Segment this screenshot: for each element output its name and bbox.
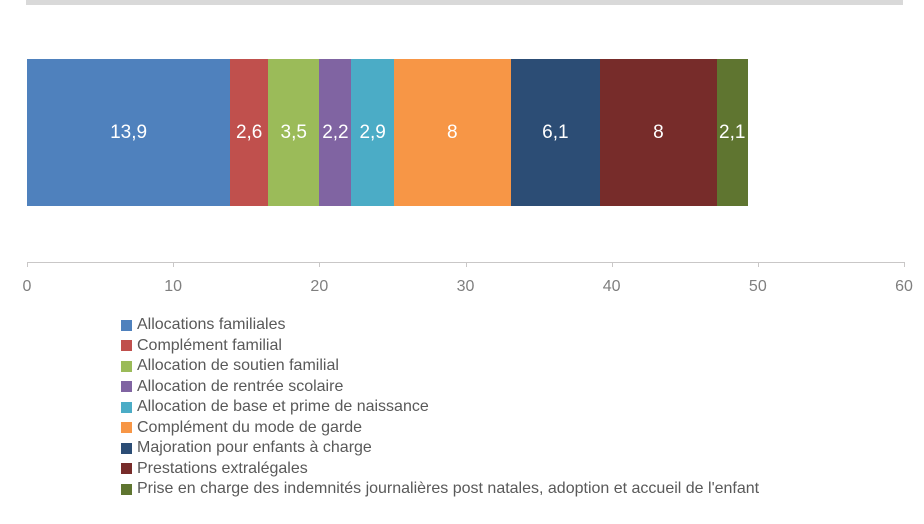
legend-label: Allocation de soutien familial	[137, 357, 339, 374]
x-axis-tick-label: 20	[310, 278, 329, 295]
x-axis-tick	[757, 262, 759, 267]
legend-swatch-icon	[121, 463, 132, 475]
legend-item: Majoration pour enfants à charge	[121, 438, 759, 459]
legend-swatch-icon	[121, 360, 132, 372]
legend: Allocations familiales Complément familia…	[121, 315, 759, 500]
bar-segment: 2,1	[716, 59, 748, 206]
x-axis-tick-label: 10	[164, 278, 183, 295]
legend-item: Allocation de soutien familial	[121, 356, 759, 377]
legend-swatch-icon	[121, 401, 132, 413]
legend-label: Allocations familiales	[137, 316, 286, 333]
bar-segment-value-label: 2,6	[235, 122, 263, 143]
legend-label: Allocation de rentrée scolaire	[137, 377, 344, 395]
bar-segment-value-label: 8	[653, 122, 664, 143]
bar-segment-value-label: 13,9	[110, 122, 148, 143]
bar-segment-value-label: 3,5	[280, 122, 307, 143]
legend-swatch-icon	[121, 340, 132, 352]
bar-segment: 2,6	[230, 59, 269, 206]
legend-swatch-icon	[121, 319, 132, 331]
x-axis-tick-label: 0	[22, 278, 32, 295]
legend-label: Allocation de base et prime de naissance	[137, 398, 429, 415]
x-axis-tick-label: 60	[895, 278, 913, 295]
bar-segment: 6,1	[510, 59, 600, 206]
x-axis-tick	[465, 262, 467, 267]
bar-segment-value-label: 2,2	[322, 122, 349, 143]
legend-label: Complément du mode de garde	[137, 418, 363, 436]
legend-swatch-icon	[121, 381, 132, 393]
x-axis-tick	[319, 262, 321, 267]
top-strip	[26, 0, 903, 5]
x-axis-tick	[611, 262, 613, 267]
bar-segment: 2,2	[319, 59, 352, 206]
x-axis-tick-label: 30	[456, 278, 475, 295]
legend-item: Complément du mode de garde	[121, 418, 759, 439]
x-axis-tick-label: 50	[748, 278, 767, 295]
bar-segment: 8	[599, 59, 717, 206]
legend-item: Complément familial	[121, 336, 759, 357]
legend-item: Allocation de rentrée scolaire	[121, 377, 759, 398]
legend-item: Prise en charge des indemnités journaliè…	[121, 479, 759, 500]
legend-label: Complément familial	[137, 336, 282, 354]
bar-segment: 3,5	[268, 59, 320, 206]
legend-label: Prise en charge des indemnités journaliè…	[137, 480, 760, 497]
legend-swatch-icon	[121, 442, 132, 454]
legend-item: Allocation de base et prime de naissance	[121, 397, 759, 418]
x-axis-tick	[173, 262, 175, 267]
x-axis-tick-label: 40	[602, 278, 621, 295]
legend-label: Prestations extralégales	[137, 459, 308, 477]
bar-segment: 13,9	[27, 59, 231, 206]
bar-segment-value-label: 2,1	[719, 122, 746, 143]
x-axis-tick	[27, 262, 28, 267]
bar-segment-value-label: 8	[447, 122, 458, 143]
legend-item: Prestations extralégales	[121, 459, 759, 480]
bar-segment-value-label: 6,1	[542, 122, 569, 143]
legend-item: Allocations familiales	[121, 315, 759, 336]
bar-segment-value-label: 2,9	[359, 122, 386, 143]
legend-swatch-icon	[121, 422, 132, 434]
x-axis-tick	[904, 262, 905, 267]
legend-swatch-icon	[121, 483, 132, 495]
legend-label: Majoration pour enfants à charge	[137, 439, 372, 456]
bar-segment: 2,9	[351, 59, 394, 206]
bar-segment: 8	[393, 59, 511, 206]
